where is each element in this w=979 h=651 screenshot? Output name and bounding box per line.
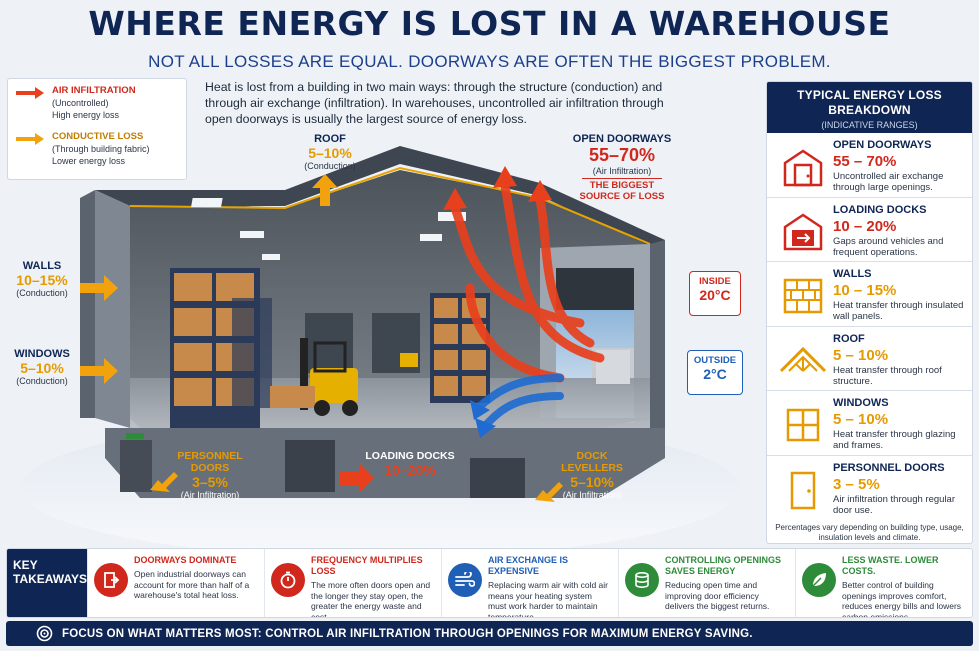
breakdown-row-open-doorways: OPEN DOORWAYS 55 – 70% Uncontrolled air … <box>767 133 972 198</box>
page-title: WHERE ENERGY IS LOST IN A WAREHOUSE <box>88 4 891 43</box>
breakdown-row-personnel-doors: PERSONNEL DOORS 3 – 5% Air infiltration … <box>767 456 972 521</box>
warehouse-illustration <box>20 146 740 548</box>
wind-icon <box>448 563 482 597</box>
panel-note: Percentages vary depending on building t… <box>775 523 964 542</box>
roof-label: ROOF 5–10% (Conduction) <box>304 133 356 171</box>
personnel-door <box>120 440 152 492</box>
leaf-icon <box>802 563 836 597</box>
legend-name: AIR INFILTRATION <box>52 85 136 96</box>
intro-text: Heat is lost from a building in two main… <box>205 80 664 126</box>
legend-item-conductive-loss: CONDUCTIVE LOSS (Through building fabric… <box>16 131 178 167</box>
amber-arrow-icon <box>16 133 44 145</box>
door-exit-icon <box>94 563 128 597</box>
legend: AIR INFILTRATION (Uncontrolled) High ene… <box>7 78 187 180</box>
legend-sub: (Through building fabric) <box>52 144 150 154</box>
footer-text: FOCUS ON WHAT MATTERS MOST: CONTROL AIR … <box>62 627 753 640</box>
legend-item-air-infiltration: AIR INFILTRATION (Uncontrolled) High ene… <box>16 85 178 121</box>
roof-arrow <box>312 174 338 206</box>
legend-desc: High energy loss <box>52 110 120 120</box>
windows-label: WINDOWS 5–10% (Conduction) <box>14 348 70 386</box>
breakdown-row-loading-docks: LOADING DOCKS 10 – 20% Gaps around vehic… <box>767 198 972 262</box>
key-takeaways: KEY TAKEAWAYS DOORWAYS DOMINATE Open ind… <box>6 548 973 618</box>
takeaway-frequency-multiplies-loss: FREQUENCY MULTIPLIES LOSS The more often… <box>264 549 441 617</box>
dock-leveller <box>470 458 525 498</box>
open-doorways-label: OPEN DOORWAYS 55–70% (Air Infiltration) … <box>572 133 672 202</box>
loading-dock-door <box>285 440 335 492</box>
breakdown-row-roof: ROOF 5 – 10% Heat transfer through roof … <box>767 327 972 391</box>
dock-levellers-label: DOCK LEVELLERS 5–10% (Air Infiltration) <box>561 450 623 500</box>
inside-temp-badge: INSIDE 20°C <box>689 271 741 316</box>
key-takeaways-heading: KEY TAKEAWAYS <box>7 549 87 617</box>
coins-icon <box>625 563 659 597</box>
takeaway-controlling-openings: CONTROLLING OPENINGS SAVES ENERGY Reduci… <box>618 549 795 617</box>
panel-header: TYPICAL ENERGY LOSS BREAKDOWN (INDICATIV… <box>767 82 972 133</box>
takeaway-less-waste: LESS WASTE. LOWER COSTS. Better control … <box>795 549 972 617</box>
window-icon <box>786 408 820 441</box>
legend-name: CONDUCTIVE LOSS <box>52 131 144 142</box>
breakdown-row-walls: WALLS 10 – 15% Heat transfer through ins… <box>767 262 972 327</box>
personnel-door-icon <box>790 471 816 509</box>
loading-docks-label: LOADING DOCKS 10–20% <box>365 450 455 478</box>
target-icon <box>36 625 53 642</box>
loading-dock-icon <box>783 213 823 251</box>
energy-loss-breakdown-panel: TYPICAL ENERGY LOSS BREAKDOWN (INDICATIV… <box>766 81 973 544</box>
personnel-doors-label: PERSONNEL DOORS 3–5% (Air Infiltration) <box>177 450 243 500</box>
stopwatch-icon <box>271 563 305 597</box>
outside-temp-badge: OUTSIDE 2°C <box>687 350 743 395</box>
takeaway-air-exchange-expensive: AIR EXCHANGE IS EXPENSIVE Replacing warm… <box>441 549 618 617</box>
roof-icon <box>779 347 827 373</box>
footer-banner: FOCUS ON WHAT MATTERS MOST: CONTROL AIR … <box>6 621 973 646</box>
door-icon <box>783 149 823 186</box>
brick-wall-icon <box>783 278 823 313</box>
red-arrow-icon <box>16 87 44 99</box>
legend-sub: (Uncontrolled) <box>52 98 109 108</box>
warehouse-scene: ROOF 5–10% (Conduction) WALLS 10–15% (Co… <box>0 128 760 548</box>
breakdown-row-windows: WINDOWS 5 – 10% Heat transfer through gl… <box>767 391 972 456</box>
legend-desc: Lower energy loss <box>52 156 126 166</box>
walls-label: WALLS 10–15% (Conduction) <box>16 260 68 298</box>
page-subtitle: NOT ALL LOSSES ARE EQUAL. DOORWAYS ARE O… <box>148 52 831 71</box>
takeaway-doorways-dominate: DOORWAYS DOMINATE Open industrial doorwa… <box>87 549 264 617</box>
